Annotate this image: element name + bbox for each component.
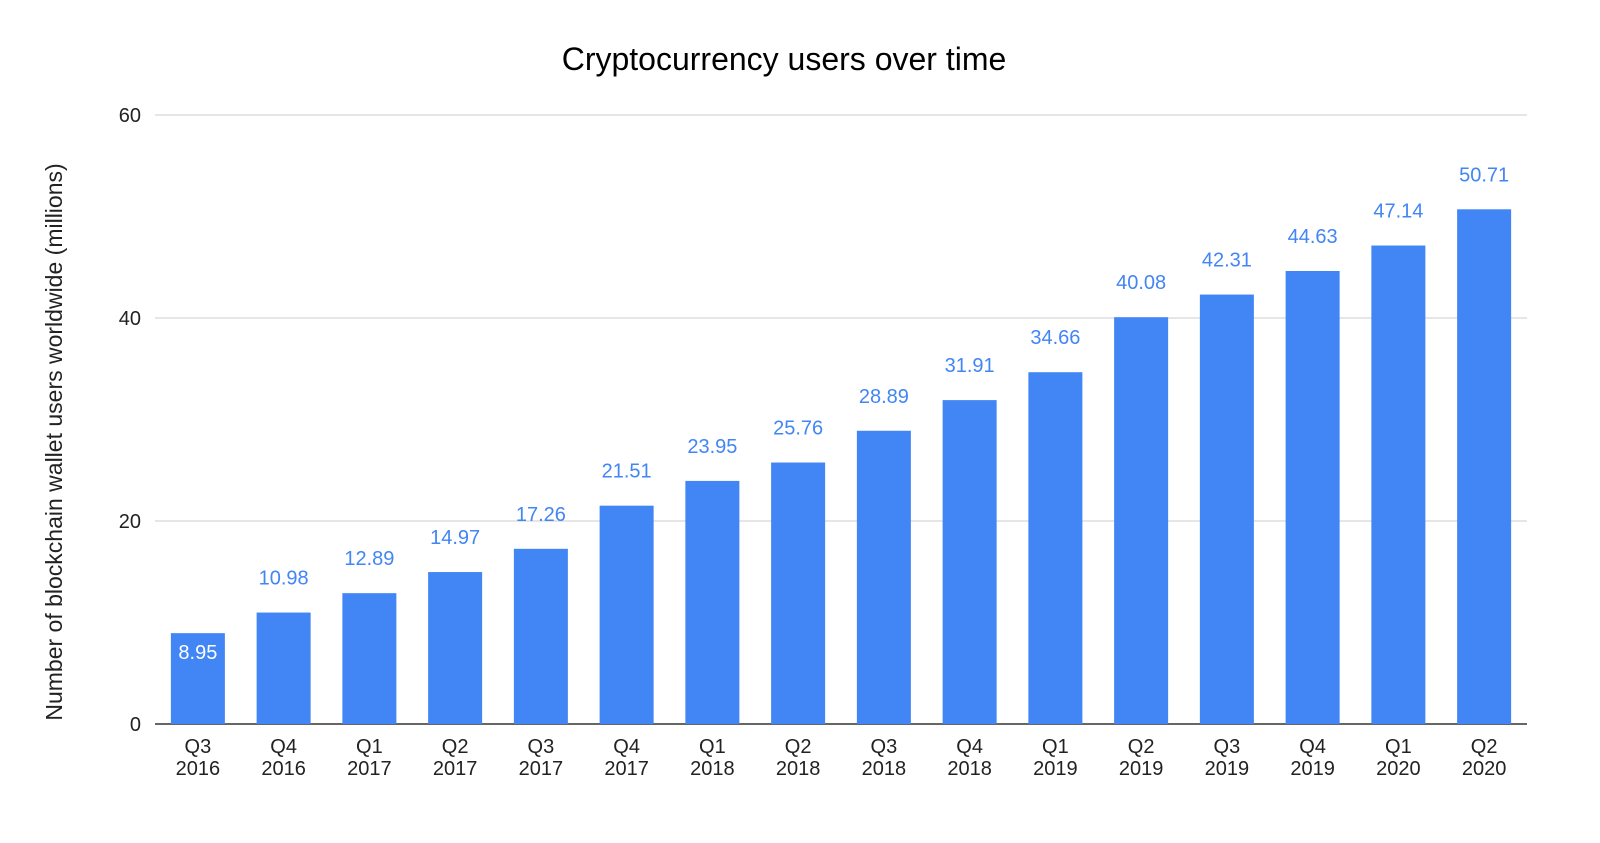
x-tick-label-quarter: Q2 [785,736,812,758]
data-label: 12.89 [344,548,394,570]
x-tick-label-quarter: Q1 [1385,736,1412,758]
x-tick-label-quarter: Q1 [356,736,383,758]
x-tick-label-quarter: Q3 [185,736,212,758]
data-label: 21.51 [602,461,652,483]
x-tick-label-year: 2016 [176,758,221,780]
bar [513,548,568,724]
x-tick-label-quarter: Q4 [956,736,983,758]
x-tick-label-quarter: Q3 [1214,736,1241,758]
x-tick-label-year: 2017 [519,758,564,780]
data-label: 17.26 [516,504,566,526]
y-tick-label: 40 [119,308,141,330]
y-tick-label: 60 [119,105,141,127]
data-label: 10.98 [259,568,309,590]
bar [1028,372,1083,724]
y-tick-labels: 0 20 40 60 [119,105,141,736]
bar [428,572,483,724]
x-tick-label-year: 2016 [261,758,306,780]
data-label: 23.95 [687,436,737,458]
x-tick-label-year: 2017 [604,758,649,780]
data-label: 28.89 [859,386,909,408]
data-label: 40.08 [1116,272,1166,294]
x-tick-label-quarter: Q1 [699,736,726,758]
bar [1114,317,1169,724]
x-tick-label-year: 2019 [1205,758,1250,780]
y-tick-label: 0 [130,714,141,736]
bars [170,209,1512,725]
x-tick-label-quarter: Q4 [270,736,297,758]
data-label: 25.76 [773,418,823,440]
bar [599,505,654,724]
x-tick-labels: Q32016Q42016Q12017Q22017Q32017Q42017Q120… [176,736,1507,780]
data-label: 34.66 [1030,327,1080,349]
x-tick-label-year: 2018 [947,758,992,780]
x-tick-label-year: 2019 [1119,758,1164,780]
bar [342,593,397,724]
x-tick-label-year: 2018 [776,758,821,780]
bar [170,633,225,724]
data-label: 50.71 [1459,164,1509,186]
data-label: 14.97 [430,527,480,549]
data-label: 47.14 [1373,201,1423,223]
x-tick-label-quarter: Q4 [613,736,640,758]
x-tick-label-quarter: Q2 [1471,736,1498,758]
x-tick-label-quarter: Q2 [1128,736,1155,758]
x-tick-label-year: 2017 [433,758,478,780]
data-labels: 8.95 10.98 12.89 14.97 17.26 21.51 23.95 25.76 2… [178,164,1509,664]
bar [771,462,826,724]
bar [1371,245,1426,725]
x-tick-label-quarter: Q2 [442,736,469,758]
x-tick-label-quarter: Q3 [871,736,898,758]
bar [1285,271,1340,724]
x-tick-label-year: 2019 [1290,758,1335,780]
x-tick-label-quarter: Q1 [1042,736,1069,758]
x-tick-label-year: 2020 [1462,758,1507,780]
bar [256,612,311,724]
y-axis-label: Number of blockchain wallet users worldw… [41,163,67,720]
bar [1457,209,1512,724]
data-label: 31.91 [945,355,995,377]
y-tick-label: 20 [119,511,141,533]
x-tick-label-quarter: Q3 [528,736,555,758]
x-tick-label-year: 2018 [862,758,907,780]
bar [942,400,997,724]
x-tick-label-year: 2018 [690,758,735,780]
bar [856,430,911,724]
data-label: 8.95 [178,642,217,664]
bar [685,480,740,724]
x-tick-label-year: 2020 [1376,758,1421,780]
data-label: 44.63 [1288,226,1338,248]
chart-title: Cryptocurrency users over time [562,41,1007,77]
bar [1199,294,1254,724]
x-tick-label-quarter: Q4 [1299,736,1326,758]
x-tick-label-year: 2017 [347,758,392,780]
data-label: 42.31 [1202,250,1252,272]
x-tick-label-year: 2019 [1033,758,1078,780]
